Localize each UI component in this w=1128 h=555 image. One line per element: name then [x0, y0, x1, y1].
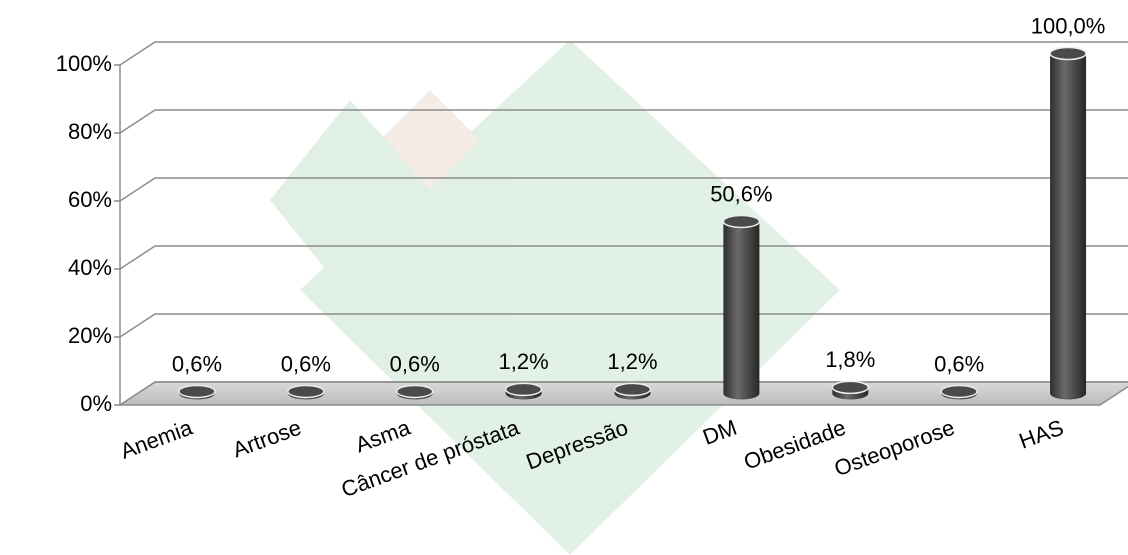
bar-top [178, 384, 216, 399]
y-tick-label: 40% [68, 255, 112, 280]
value-label: 0,6% [172, 351, 222, 376]
grid-line [119, 381, 1128, 406]
value-label: 1,8% [825, 347, 875, 372]
y-tick-label: 0% [80, 391, 112, 416]
y-tick-label: 60% [68, 187, 112, 212]
x-tick-label: Artrose [229, 415, 304, 463]
grid-line [119, 109, 1128, 134]
y-tick-label: 80% [68, 119, 112, 144]
bar [178, 384, 216, 400]
x-tick-label: Anemia [117, 414, 196, 463]
grid-line [119, 313, 1128, 338]
grid-line [119, 41, 1128, 66]
bar-body [614, 389, 651, 400]
bar-body [941, 391, 978, 400]
value-label: 0,6% [390, 351, 440, 376]
value-label: 0,6% [281, 351, 331, 376]
value-label: 1,2% [607, 349, 657, 374]
bar [395, 384, 434, 400]
bar-body [723, 221, 760, 400]
bar-top [504, 382, 543, 397]
grid-line [119, 177, 1128, 202]
grid-line [119, 245, 1128, 270]
bar [722, 214, 761, 400]
bar-top [613, 382, 652, 397]
y-tick-label: 20% [68, 323, 112, 348]
bar-body [1050, 53, 1087, 400]
bar-top [940, 384, 978, 399]
y-tick-label: 100% [56, 51, 112, 76]
bar-top [722, 214, 761, 229]
watermark [270, 40, 840, 555]
bar-body [505, 389, 542, 400]
value-label: 100,0% [1031, 13, 1106, 38]
bar-body [287, 391, 324, 400]
bar-top [287, 384, 325, 399]
x-tick-label: Asma [352, 414, 414, 457]
x-tick-label: HAS [1016, 415, 1067, 454]
bar-top [831, 380, 870, 395]
bar [504, 382, 543, 400]
bar [1049, 46, 1087, 400]
bar-top [395, 384, 434, 399]
bar-body [396, 391, 433, 400]
value-label: 50,6% [710, 181, 772, 206]
x-tick-label: Osteoporose [831, 415, 958, 482]
bar-top [1049, 46, 1087, 61]
value-label: 1,2% [499, 349, 549, 374]
bar [287, 384, 325, 400]
bar [613, 382, 652, 400]
value-label: 0,6% [934, 351, 984, 376]
bar [831, 380, 870, 400]
bar-body [178, 391, 215, 400]
x-tick-label: Obesidade [740, 415, 849, 475]
bar [940, 384, 978, 400]
